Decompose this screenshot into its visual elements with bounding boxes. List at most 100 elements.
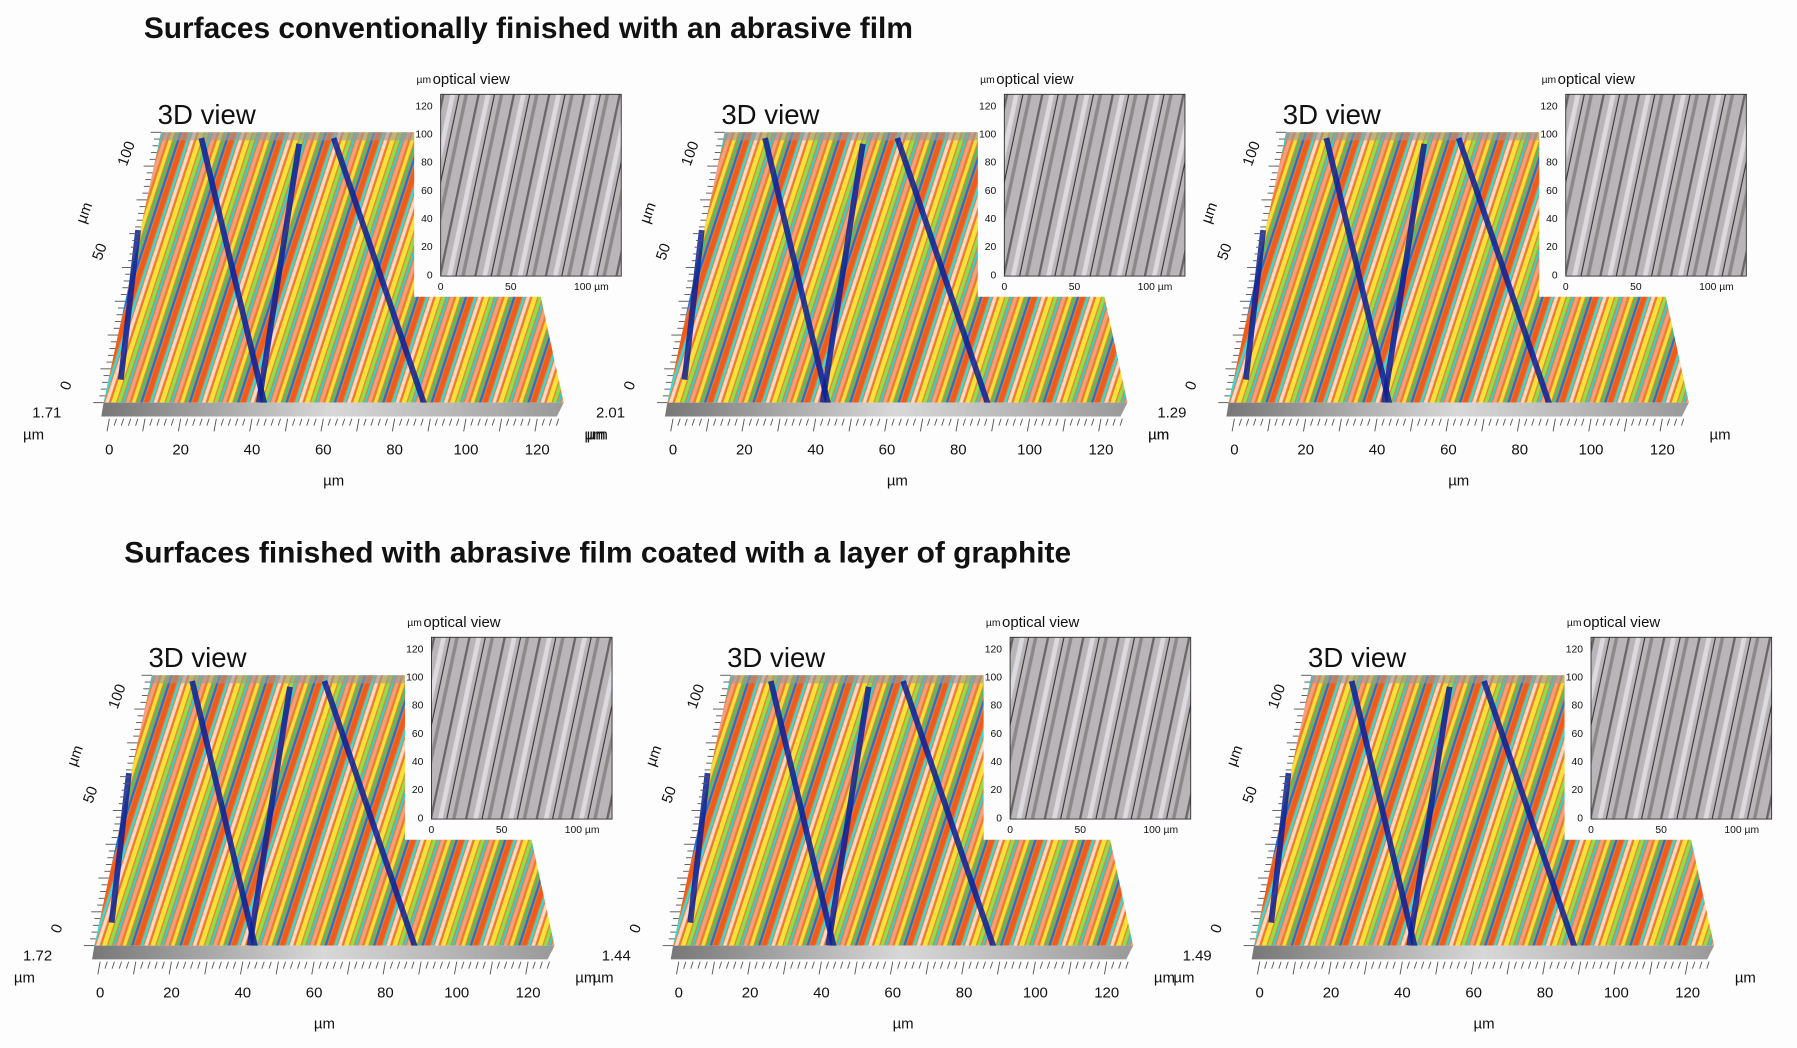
axis-unit: µm [64,743,87,769]
tick [470,418,474,426]
tick [1520,961,1525,969]
tick [1666,418,1670,426]
tick [1488,418,1492,426]
tick [713,418,717,426]
tick [363,418,367,426]
tick [1288,418,1292,426]
tick [1566,418,1571,426]
tick [847,961,851,969]
tick [1105,418,1109,426]
tick [1256,961,1261,975]
tick [697,961,701,969]
tick [1046,961,1051,969]
tick [818,961,822,975]
tick [170,418,174,426]
tick [463,418,467,432]
inset-y-tick-label: 100 [415,129,433,140]
tick [854,961,858,975]
tick [1069,418,1073,426]
tick [339,961,344,969]
tick [1463,961,1467,969]
y-tick-label: 50 [659,784,681,805]
tick [904,961,908,969]
axis-unit: µm [587,426,608,443]
tick [1459,418,1464,426]
tick [1706,961,1710,969]
inset-y-tick-label: 0 [1577,813,1583,824]
tick [725,961,730,969]
x-tick-label: 40 [807,441,824,458]
x-tick-label: 60 [1440,441,1457,458]
tick [382,961,386,975]
y-tick-label: 50 [1239,784,1261,805]
tick [798,418,802,426]
axis-unit: µm [73,200,96,226]
tick [861,961,865,969]
x-tick-label: 60 [306,984,323,1001]
tick [761,961,765,969]
axis-unit: µm [1154,969,1175,986]
tick [705,418,710,432]
tick [1620,961,1624,969]
x-tick-label: 20 [736,441,753,458]
tick [975,961,979,969]
inset-x-tick-label: 50 [1069,282,1081,293]
tick [197,961,201,969]
y-tick-label: 100 [1239,139,1264,168]
tick [1631,418,1635,426]
tick [292,418,296,426]
tick [396,961,401,969]
tick [912,418,916,426]
inset-x-tick-label: 100 µm [565,825,600,836]
tick [919,418,924,432]
tick [1076,418,1081,426]
tick [448,418,453,426]
y-tick-label: 100 [684,682,709,711]
tick [1317,418,1321,426]
tick [370,418,374,426]
y-tick-label: 50 [653,241,675,262]
tick [168,961,172,975]
tick [361,961,365,969]
inset-x-tick-label: 0 [1563,282,1569,293]
axis-unit: µm [584,426,605,443]
tick [811,961,815,969]
tick [1413,961,1418,969]
tick [1467,418,1471,426]
tick [1018,961,1022,969]
tick [1089,961,1093,969]
tick [770,418,774,426]
surface-back [149,675,405,684]
inset-y-tick-label: 120 [406,644,424,655]
y-tick-label: 0 [48,922,67,936]
tick [1599,961,1603,969]
tick [177,418,182,432]
tick [1032,961,1036,975]
tick [954,961,958,969]
inset-y-tick-label: 60 [1546,186,1558,197]
tick [1075,961,1079,969]
tick [1096,961,1101,969]
x-tick-label: 120 [516,984,541,1001]
tick [127,418,132,426]
tick [1238,418,1242,426]
inset-y-tick-label: 100 [1566,672,1584,683]
tick [1360,418,1364,426]
x-tick-label: 20 [163,984,180,1001]
inset-y-tick-label: 120 [415,101,433,112]
tick [539,961,543,969]
tick [698,418,702,426]
tick [399,418,403,426]
tick [1656,961,1660,969]
inset-x-tick-label: 50 [505,282,517,293]
tick [368,961,372,969]
inset-y-tick-label: 80 [412,701,424,712]
axis-unit: µm [592,969,613,986]
tick [1509,418,1514,426]
inset-y-tick-label: 0 [996,813,1002,824]
panel: 0 20 40 60 80 100 120 0 50 100 µm µm µm µm 2.01 3D view… [587,71,1186,489]
tick [320,418,324,432]
tick [434,418,438,426]
groove [246,686,293,947]
tick [1499,961,1503,969]
